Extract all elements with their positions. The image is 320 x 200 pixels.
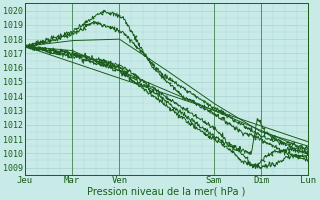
X-axis label: Pression niveau de la mer( hPa ): Pression niveau de la mer( hPa ): [87, 187, 246, 197]
